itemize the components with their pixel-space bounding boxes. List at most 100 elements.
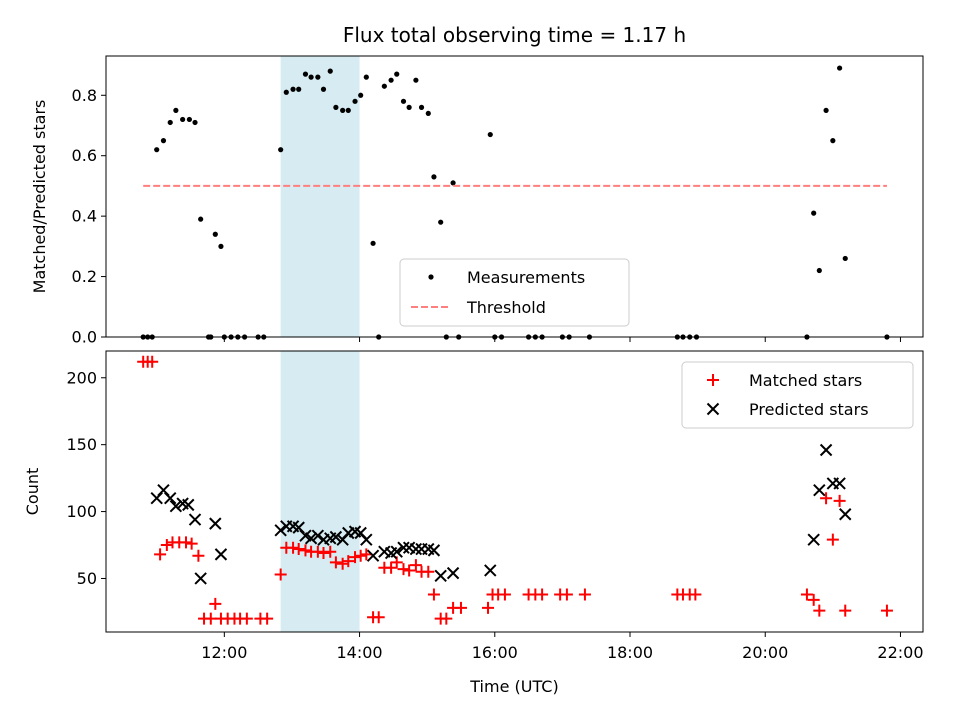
matched-star-point — [204, 612, 217, 625]
measurement-point — [180, 116, 186, 123]
matched-star-point — [185, 537, 198, 550]
measurement-point — [154, 147, 160, 153]
top-panel: 0.0 0.2 0.4 0.6 0.8 Flux total observing tim… — [30, 23, 924, 347]
matched-star-point — [360, 548, 373, 561]
predicted-star-point — [164, 491, 177, 505]
legend-predicted-label: Predicted stars — [749, 400, 869, 419]
predicted-star-point — [807, 533, 820, 546]
measurement-point — [418, 104, 425, 110]
top-ytick-label: 0.0 — [72, 328, 97, 347]
matched-star-point — [807, 593, 820, 606]
bottom-ytick-label: 150 — [66, 435, 97, 454]
matched-star-point — [560, 588, 573, 601]
measurement-point — [811, 210, 817, 216]
measurement-point — [388, 77, 394, 83]
predicted-star-point — [274, 524, 287, 537]
measurement-point — [308, 74, 314, 80]
matched-star-point — [427, 588, 440, 601]
predicted-star-point — [194, 572, 207, 585]
matched-star-point — [324, 545, 337, 558]
measurement-point — [218, 243, 224, 249]
matched-star-point — [833, 494, 846, 507]
matched-star-point — [292, 543, 305, 556]
measurement-point — [333, 104, 339, 110]
predicted-star-point — [434, 569, 447, 583]
bottom-xtick-label: 16:00 — [472, 643, 518, 662]
matched-star-point — [261, 612, 274, 625]
matched-star-point — [454, 601, 467, 614]
bottom-shaded-span — [280, 351, 360, 632]
matched-star-point — [192, 549, 205, 562]
measurement-point — [381, 83, 387, 89]
measurement-point — [842, 255, 848, 262]
predicted-star-point — [304, 532, 318, 545]
matched-star-point — [482, 601, 495, 614]
top-ytick-label: 0.2 — [72, 267, 97, 286]
matched-star-point — [440, 612, 453, 625]
predicted-star-point — [329, 530, 343, 544]
measurement-point — [823, 107, 829, 113]
matched-star-point — [240, 612, 253, 625]
measurement-point — [406, 104, 412, 110]
predicted-star-point — [182, 498, 195, 512]
measurement-point — [290, 86, 296, 92]
predicted-star-point — [397, 541, 410, 554]
measurement-point — [487, 131, 493, 138]
bottom-x-ticks: 12:00 14:00 16:00 18:00 20:00 22:00 — [201, 632, 924, 662]
matched-star-point — [349, 551, 362, 564]
bottom-xtick-label: 22:00 — [877, 643, 923, 662]
matched-star-point — [311, 545, 324, 558]
measurement-point — [327, 68, 333, 74]
measurement-point — [283, 89, 289, 95]
measurement-point — [320, 86, 327, 92]
predicted-star-point — [169, 500, 183, 513]
measurement-point — [400, 98, 407, 104]
measurement-point — [363, 74, 369, 80]
predicted-star-point — [366, 549, 380, 562]
predicted-star-point — [446, 566, 460, 580]
bottom-y-axis-label: Count — [23, 468, 42, 516]
measurement-point — [816, 267, 822, 274]
bottom-marks — [137, 355, 893, 625]
x-axis-label: Time (UTC) — [469, 677, 558, 696]
predicted-star-point — [214, 548, 228, 561]
legend-cross-glyph — [706, 402, 720, 416]
legend-plus-glyph — [707, 374, 719, 386]
measurement-point — [167, 119, 173, 126]
measurement-point — [837, 65, 843, 71]
matched-star-point — [299, 544, 312, 557]
top-ytick-label: 0.6 — [72, 146, 97, 165]
bottom-ytick-label: 200 — [66, 368, 97, 387]
matched-star-point — [342, 555, 355, 568]
bottom-axes-frame — [105, 350, 924, 633]
bottom-legend-box — [681, 361, 914, 429]
matched-star-point — [880, 604, 893, 617]
measurement-point — [173, 107, 179, 113]
measurement-point — [438, 219, 444, 225]
matched-star-point — [354, 549, 367, 562]
matched-star-point — [813, 604, 826, 617]
measurement-point — [413, 77, 419, 83]
predicted-star-point — [813, 483, 826, 497]
top-ytick-label: 0.4 — [72, 207, 97, 226]
bottom-xtick-label: 14:00 — [336, 643, 382, 662]
matched-star-point — [274, 568, 287, 581]
bottom-panel: 50 100 150 200 12:00 14:00 16:00 18:00 20:00 22:… — [23, 350, 924, 696]
predicted-star-point — [833, 477, 846, 490]
matched-star-point — [317, 547, 330, 560]
predicted-star-point — [360, 533, 373, 546]
matched-star-point — [689, 588, 702, 601]
predicted-star-point — [311, 529, 325, 542]
matched-star-point — [839, 604, 852, 617]
matched-star-point — [826, 533, 839, 546]
matched-star-point — [820, 492, 833, 505]
matched-star-point — [498, 588, 511, 601]
measurement-point — [830, 138, 836, 144]
bottom-xtick-label: 18:00 — [607, 643, 653, 662]
predicted-star-point — [209, 517, 222, 530]
legend-matched-label: Matched stars — [749, 371, 862, 390]
matched-star-point — [287, 541, 300, 554]
measurement-point — [160, 138, 167, 144]
top-legend-box — [399, 258, 630, 327]
bottom-xtick-label: 12:00 — [201, 643, 247, 662]
